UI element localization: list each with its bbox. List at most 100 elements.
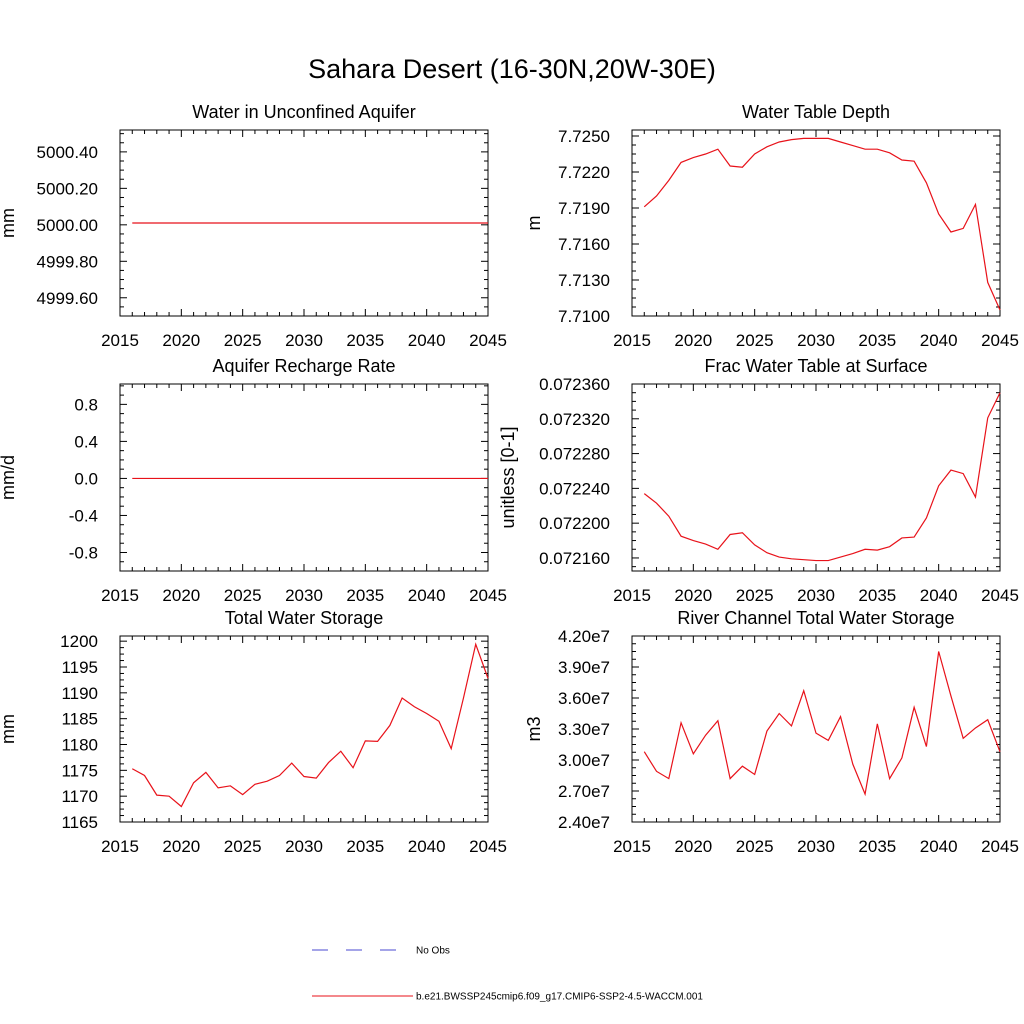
y-tick-label: 0.072200 <box>539 514 610 533</box>
x-tick-label: 2045 <box>469 331 507 350</box>
x-tick-label: 2025 <box>736 331 774 350</box>
x-tick-label: 2045 <box>469 837 507 856</box>
y-axis-label: m <box>524 216 544 231</box>
y-tick-label: 0.4 <box>74 432 98 451</box>
y-tick-label: 4.20e7 <box>558 627 610 646</box>
x-tick-label: 2015 <box>613 837 651 856</box>
chart-water-in-unconfined-aquifer: Water in Unconfined Aquifer mm 2015 2020 202… <box>0 102 507 350</box>
y-tick-label: 0.0 <box>74 469 98 488</box>
x-tick-label: 2040 <box>408 837 446 856</box>
y-tick-label: 3.30e7 <box>558 720 610 739</box>
x-tick-label: 2025 <box>224 837 262 856</box>
y-tick-label: 1200 <box>60 632 98 651</box>
y-tick-label: 0.072280 <box>539 445 610 464</box>
x-tick-label: 2030 <box>285 586 323 605</box>
x-tick-label: 2030 <box>285 837 323 856</box>
chart-total-water-storage: Total Water Storage mm 2015 2020 2025 2030 203… <box>0 608 507 856</box>
plot-frame <box>119 635 489 823</box>
x-tick-label: 2025 <box>736 837 774 856</box>
y-tick-label: 1175 <box>61 761 98 780</box>
x-tick-label: 2040 <box>920 586 958 605</box>
y-axis-label: mm/d <box>0 455 18 500</box>
y-tick-label: 0.072320 <box>539 410 610 429</box>
chart-title: River Channel Total Water Storage <box>677 608 954 628</box>
y-tick-label: 0.072240 <box>539 479 610 498</box>
series-line <box>643 651 1001 797</box>
y-tick-label: 7.7190 <box>558 199 610 218</box>
x-tick-label: 2020 <box>162 586 200 605</box>
y-axis-label: m3 <box>524 716 544 741</box>
x-tick-label: 2030 <box>797 331 835 350</box>
y-tick-label: 5000.00 <box>37 216 98 235</box>
chart-title: Water in Unconfined Aquifer <box>192 102 415 122</box>
chart-water-table-depth: Water Table Depth m 2015 2020 2025 2030 2035 20… <box>524 102 1019 350</box>
plot-frame <box>631 635 1001 823</box>
y-axis-label: unitless [0-1] <box>498 426 518 528</box>
x-tick-label: 2030 <box>797 837 835 856</box>
y-tick-label: -0.4 <box>69 506 98 525</box>
x-tick-label: 2020 <box>674 331 712 350</box>
x-tick-label: 2030 <box>285 331 323 350</box>
chart-title: Total Water Storage <box>225 608 383 628</box>
x-tick-label: 2045 <box>981 331 1019 350</box>
y-tick-label: 4999.80 <box>37 252 98 271</box>
series-line <box>131 642 489 808</box>
chart-aquifer-recharge-rate: Aquifer Recharge Rate mm/d 2015 2020 2025 203… <box>0 356 507 605</box>
chart-frac-water-table-at-surface: Frac Water Table at Surface unitless [0-1… <box>498 356 1019 605</box>
y-axis-label: mm <box>0 208 18 238</box>
y-tick-label: 1170 <box>61 787 98 806</box>
series-line <box>643 392 1001 562</box>
x-tick-label: 2015 <box>101 331 139 350</box>
x-tick-label: 2035 <box>346 586 384 605</box>
y-tick-label: 1180 <box>61 736 98 755</box>
x-tick-label: 2035 <box>858 586 896 605</box>
x-tick-label: 2035 <box>346 837 384 856</box>
x-tick-label: 2040 <box>920 331 958 350</box>
x-tick-label: 2040 <box>408 331 446 350</box>
x-tick-label: 2045 <box>469 586 507 605</box>
x-tick-label: 2045 <box>981 586 1019 605</box>
chart-title: Water Table Depth <box>742 102 890 122</box>
chart-title: Frac Water Table at Surface <box>704 356 927 376</box>
x-tick-label: 2040 <box>920 837 958 856</box>
chart-title: Aquifer Recharge Rate <box>212 356 395 376</box>
y-tick-label: 3.00e7 <box>558 751 610 770</box>
x-tick-label: 2025 <box>736 586 774 605</box>
x-tick-label: 2045 <box>981 837 1019 856</box>
figure-title: Sahara Desert (16-30N,20W-30E) <box>308 54 716 84</box>
x-tick-label: 2015 <box>101 586 139 605</box>
x-tick-label: 2020 <box>162 331 200 350</box>
x-tick-label: 2020 <box>674 586 712 605</box>
plot-frame <box>119 383 489 572</box>
y-tick-label: 7.7100 <box>558 307 610 326</box>
y-tick-label: 7.7250 <box>558 127 610 146</box>
y-tick-label: 0.8 <box>74 395 98 414</box>
y-tick-label: 1190 <box>61 684 98 703</box>
x-tick-label: 2035 <box>346 331 384 350</box>
x-tick-label: 2020 <box>674 837 712 856</box>
y-tick-label: 3.90e7 <box>558 658 610 677</box>
y-tick-label: -0.8 <box>69 543 98 562</box>
y-tick-label: 1185 <box>61 710 98 729</box>
x-tick-label: 2015 <box>101 837 139 856</box>
x-tick-label: 2020 <box>162 837 200 856</box>
y-tick-label: 7.7220 <box>558 163 610 182</box>
y-tick-label: 1195 <box>61 658 98 677</box>
x-tick-label: 2030 <box>797 586 835 605</box>
x-tick-label: 2025 <box>224 331 262 350</box>
y-tick-label: 2.70e7 <box>558 782 610 801</box>
x-tick-label: 2035 <box>858 837 896 856</box>
y-tick-label: 0.072360 <box>539 375 610 394</box>
x-tick-label: 2015 <box>613 331 651 350</box>
y-tick-label: 1165 <box>61 813 98 832</box>
x-tick-label: 2015 <box>613 586 651 605</box>
y-tick-label: 0.072160 <box>539 549 610 568</box>
x-tick-label: 2025 <box>224 586 262 605</box>
y-tick-label: 2.40e7 <box>558 813 610 832</box>
x-tick-label: 2035 <box>858 331 896 350</box>
legend: No Obs b.e21.BWSSP245cmip6.f09_g17.CMIP6-… <box>312 946 703 1003</box>
y-tick-label: 5000.40 <box>37 143 98 162</box>
y-tick-label: 3.60e7 <box>558 689 610 708</box>
